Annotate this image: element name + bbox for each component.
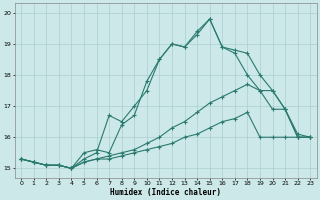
X-axis label: Humidex (Indice chaleur): Humidex (Indice chaleur) — [110, 188, 221, 197]
